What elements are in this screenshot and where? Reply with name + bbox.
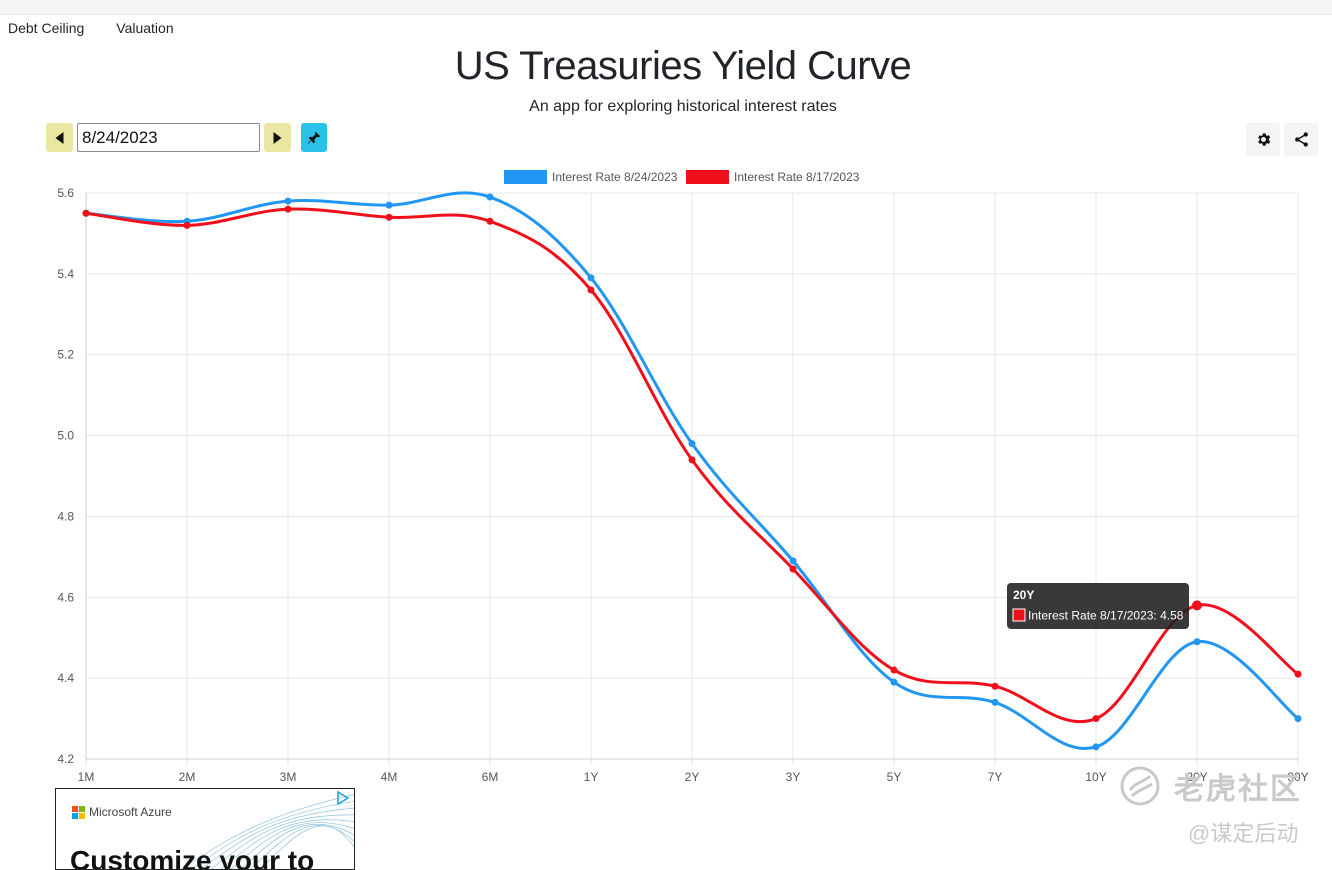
data-point[interactable] <box>486 217 494 225</box>
watermark-sub: @谋定后动 <box>1188 821 1299 846</box>
x-tick-label: 1Y <box>584 770 599 784</box>
data-point[interactable] <box>587 286 595 294</box>
nav-valuation[interactable]: Valuation <box>116 20 174 36</box>
data-point[interactable] <box>890 666 898 674</box>
data-point[interactable] <box>1294 715 1302 723</box>
legend-label[interactable]: Interest Rate 8/24/2023 <box>552 170 678 184</box>
x-tick-label: 4M <box>381 770 398 784</box>
y-tick-label: 4.6 <box>57 590 74 604</box>
tooltip-box <box>1007 583 1189 629</box>
y-tick-label: 4.4 <box>57 671 74 685</box>
data-point[interactable] <box>1192 600 1202 611</box>
x-tick-label: 5Y <box>887 770 902 784</box>
legend-swatch <box>504 170 547 184</box>
data-point[interactable] <box>284 197 292 205</box>
nav-debt-ceiling[interactable]: Debt Ceiling <box>8 20 85 36</box>
data-point[interactable] <box>991 682 999 690</box>
tooltip-title: 20Y <box>1013 588 1034 602</box>
x-tick-label: 2M <box>179 770 196 784</box>
watermark: 老虎社区 @谋定后动 <box>1116 760 1316 850</box>
y-tick-label: 4.2 <box>57 752 74 766</box>
tooltip-text: Interest Rate 8/17/2023: 4.58 <box>1028 609 1184 623</box>
x-tick-label: 2Y <box>685 770 700 784</box>
ad-banner[interactable]: Microsoft Azure Customize your to <box>55 788 355 870</box>
data-point[interactable] <box>1294 670 1302 678</box>
ad-brand-label: Microsoft Azure <box>89 805 172 819</box>
next-date-button[interactable] <box>264 123 291 152</box>
share-button[interactable] <box>1284 123 1318 156</box>
tiger-logo-icon <box>1120 766 1160 806</box>
date-controls <box>46 123 327 152</box>
y-tick-label: 4.8 <box>57 509 74 523</box>
caret-right-icon <box>273 131 282 144</box>
x-tick-label: 1M <box>78 770 95 784</box>
gear-icon <box>1257 133 1270 146</box>
data-point[interactable] <box>789 565 797 573</box>
y-tick-label: 5.6 <box>57 186 74 200</box>
tooltip-swatch <box>1012 608 1026 622</box>
pin-button[interactable] <box>301 123 327 152</box>
top-nav: Debt Ceiling Valuation <box>8 20 174 36</box>
data-point[interactable] <box>1092 715 1100 723</box>
series-line-2 <box>85 207 1299 724</box>
data-point[interactable] <box>1092 743 1100 751</box>
x-tick-label: 7Y <box>988 770 1003 784</box>
data-point[interactable] <box>385 213 393 221</box>
x-tick-label: 20Y <box>1186 770 1207 784</box>
share-icon <box>1294 132 1308 147</box>
pin-icon <box>307 131 321 144</box>
data-point[interactable] <box>890 678 898 686</box>
legend-label[interactable]: Interest Rate 8/17/2023 <box>734 170 860 184</box>
legend-swatch <box>686 170 729 184</box>
data-point[interactable] <box>385 201 393 209</box>
adchoices-icon[interactable] <box>336 791 350 805</box>
page-subtitle: An app for exploring historical interest… <box>529 98 837 115</box>
microsoft-logo-icon <box>72 805 85 819</box>
y-tick-label: 5.2 <box>57 348 74 362</box>
watermark-main: 老虎社区 <box>1174 773 1302 806</box>
date-input[interactable] <box>77 123 260 152</box>
data-point[interactable] <box>991 698 999 706</box>
data-point[interactable] <box>82 209 90 217</box>
y-tick-label: 5.4 <box>57 267 74 281</box>
data-point[interactable] <box>587 274 595 282</box>
data-point[interactable] <box>486 193 494 201</box>
x-tick-label: 10Y <box>1085 770 1106 784</box>
caret-left-icon <box>55 131 64 144</box>
top-strip <box>0 0 1332 15</box>
data-point[interactable] <box>284 205 292 213</box>
settings-button[interactable] <box>1246 123 1280 156</box>
yield-curve-chart[interactable]: 4.2 4.4 4.6 4.8 5.0 5.2 5.4 5.6 1M 2M 3M 4M 6M 1Y 2Y 3Y… <box>0 160 1332 790</box>
data-point[interactable] <box>183 221 191 229</box>
prev-date-button[interactable] <box>46 123 73 152</box>
x-tick-label: 3Y <box>786 770 801 784</box>
ad-brand: Microsoft Azure <box>72 805 172 819</box>
chart-tools <box>1246 123 1318 156</box>
x-tick-label: 3M <box>280 770 297 784</box>
data-point[interactable] <box>789 557 797 565</box>
x-tick-label: 6M <box>482 770 499 784</box>
data-point[interactable] <box>1193 638 1201 646</box>
page-title: US Treasuries Yield Curve <box>454 44 912 88</box>
y-tick-label: 5.0 <box>57 429 74 443</box>
data-point[interactable] <box>688 456 696 464</box>
x-tick-label: 30Y <box>1287 770 1308 784</box>
ad-headline: Customize your to <box>70 845 315 870</box>
data-point[interactable] <box>688 440 696 448</box>
